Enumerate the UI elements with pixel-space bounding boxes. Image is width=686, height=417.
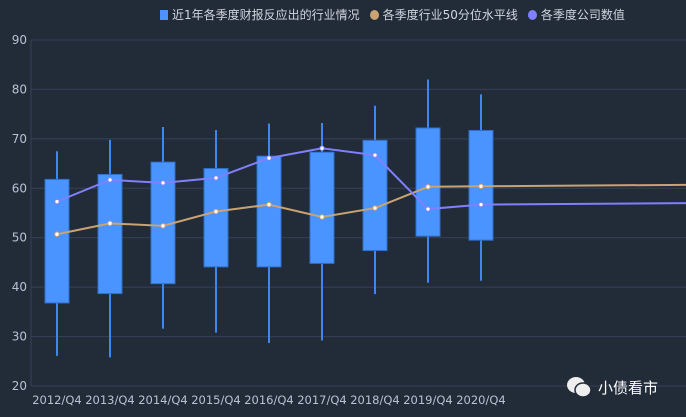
data-point	[372, 205, 378, 211]
legend-swatch	[160, 9, 168, 20]
legend-swatch	[527, 9, 537, 20]
box	[97, 173, 123, 295]
data-point	[425, 206, 431, 212]
box	[309, 151, 335, 264]
data-point	[478, 183, 484, 190]
data-point	[266, 155, 272, 161]
legend-label: 近1年各季度财报反应出的行业情况	[172, 8, 360, 22]
y-tick-label: 90	[12, 33, 27, 47]
data-point	[54, 198, 60, 205]
box	[415, 127, 441, 237]
x-tick-label: 2015/Q4	[191, 393, 241, 407]
data-point	[160, 223, 166, 229]
box	[256, 155, 282, 268]
y-tick-label: 30	[12, 330, 27, 344]
x-tick-label: 2020/Q4	[456, 393, 506, 407]
legend-item-company[interactable]: 各季度公司数值	[527, 6, 625, 23]
data-point	[319, 145, 325, 151]
data-point	[107, 177, 113, 183]
data-point	[266, 201, 272, 208]
y-tick-label: 50	[12, 231, 27, 245]
box	[362, 139, 388, 252]
x-tick-label: 2017/Q4	[297, 393, 347, 407]
data-point	[372, 152, 378, 158]
x-tick-label: 2014/Q4	[138, 393, 188, 407]
y-tick-label: 70	[12, 132, 27, 146]
data-point	[213, 175, 219, 181]
legend-item-boxes[interactable]: 近1年各季度财报反应出的行业情况	[160, 6, 360, 23]
box	[203, 168, 229, 268]
legend-label: 各季度行业50分位水平线	[382, 8, 518, 22]
data-point	[213, 208, 219, 215]
y-tick-label: 40	[12, 280, 27, 294]
x-tick-label: 2018/Q4	[350, 393, 400, 407]
watermark: 小债看市	[566, 376, 658, 398]
legend-item-median[interactable]: 各季度行业50分位水平线	[369, 6, 518, 23]
y-tick-label: 60	[12, 181, 27, 195]
legend-label: 各季度公司数值	[540, 8, 625, 22]
series-line	[56, 183, 686, 236]
data-point	[319, 214, 325, 220]
watermark-text: 小债看市	[598, 378, 659, 397]
x-tick-label: 2012/Q4	[32, 393, 82, 407]
x-tick-label: 2019/Q4	[403, 393, 453, 407]
x-tick-label: 2016/Q4	[244, 393, 294, 407]
data-point	[160, 180, 166, 186]
x-tick-label: 2013/Q4	[85, 393, 135, 407]
legend-swatch	[369, 9, 379, 20]
data-point	[478, 201, 484, 208]
data-point	[107, 220, 113, 227]
data-point	[425, 184, 431, 190]
y-tick-label: 80	[12, 82, 27, 96]
legend: 近1年各季度财报反应出的行业情况 各季度行业50分位水平线 各季度公司数值	[160, 6, 625, 23]
data-point	[54, 231, 60, 237]
series-line	[56, 147, 686, 211]
y-tick-label: 20	[12, 379, 27, 393]
wechat-icon	[567, 377, 592, 398]
